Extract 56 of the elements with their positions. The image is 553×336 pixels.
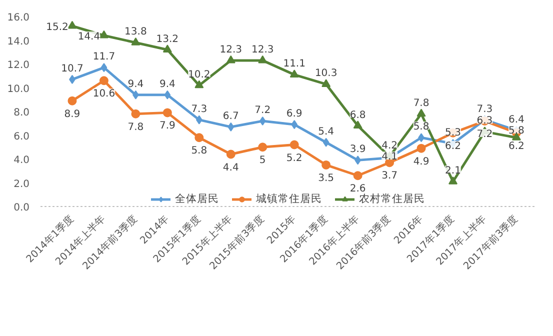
data-label: 6.7 [222, 110, 239, 122]
data-label: 13.2 [156, 34, 179, 45]
y-tick-label: 12.0 [7, 60, 30, 71]
legend-label: 农村常住居民 [359, 192, 425, 206]
legend-label: 城镇常住居民 [256, 192, 322, 206]
data-label: 6.2 [508, 140, 524, 152]
data-label: 6.3 [476, 116, 493, 127]
data-label: 4.1 [382, 152, 398, 163]
data-label: 7.8 [413, 98, 430, 109]
data-label: 3.5 [318, 172, 334, 184]
data-label: 9.4 [159, 78, 176, 90]
data-label: 14.4 [78, 32, 100, 42]
data-label: 4.4 [222, 162, 239, 174]
data-label: 6.8 [350, 110, 366, 121]
y-tick-label: 10.0 [7, 84, 30, 95]
data-label: 2.6 [350, 184, 366, 195]
data-label: 5 [259, 155, 266, 166]
data-label: 7.2 [476, 129, 493, 140]
data-label: 5.8 [413, 122, 430, 133]
data-label: 10.6 [92, 88, 116, 100]
data-label: 3.9 [350, 144, 366, 156]
data-label: 6.4 [508, 114, 524, 126]
legend-label: 全体居民 [175, 192, 219, 206]
data-label: 8.9 [64, 108, 80, 120]
y-tick-label: 6.0 [14, 131, 30, 142]
data-label: 5.2 [286, 152, 302, 164]
data-label: 4.9 [413, 156, 430, 168]
data-label: 7.9 [159, 120, 176, 132]
data-label: 9.4 [128, 78, 144, 90]
data-label: 12.3 [220, 44, 242, 56]
data-label: 10.7 [61, 63, 84, 74]
data-label: 7.3 [191, 104, 208, 115]
data-label: 6.2 [445, 140, 461, 152]
y-tick-label: 14.0 [7, 36, 30, 48]
y-tick-label: 4.0 [14, 155, 30, 166]
data-label: 10.2 [188, 69, 210, 80]
data-label: 5.4 [318, 126, 334, 138]
data-label: 4.2 [382, 140, 398, 152]
y-tick-label: 0.0 [14, 202, 30, 214]
data-label: 7.8 [128, 122, 144, 133]
data-label: 12.3 [251, 44, 274, 56]
data-label: 11.1 [283, 58, 306, 70]
data-label: 7.2 [254, 105, 271, 116]
data-label: 15.2 [46, 22, 68, 33]
data-label: 5.8 [191, 146, 208, 157]
y-tick-label: 8.0 [14, 108, 30, 118]
data-label: 6.9 [286, 108, 302, 120]
data-label: 3.7 [382, 170, 398, 182]
data-label: 5.8 [508, 126, 524, 136]
y-tick-label: 2.0 [14, 178, 30, 190]
y-tick-label: 16.0 [7, 12, 30, 24]
data-label: 13.8 [124, 26, 147, 38]
data-label: 2.1 [445, 166, 461, 177]
data-label: 10.3 [314, 68, 338, 80]
data-label: 7.3 [476, 104, 493, 115]
data-label: 11.7 [92, 52, 116, 63]
